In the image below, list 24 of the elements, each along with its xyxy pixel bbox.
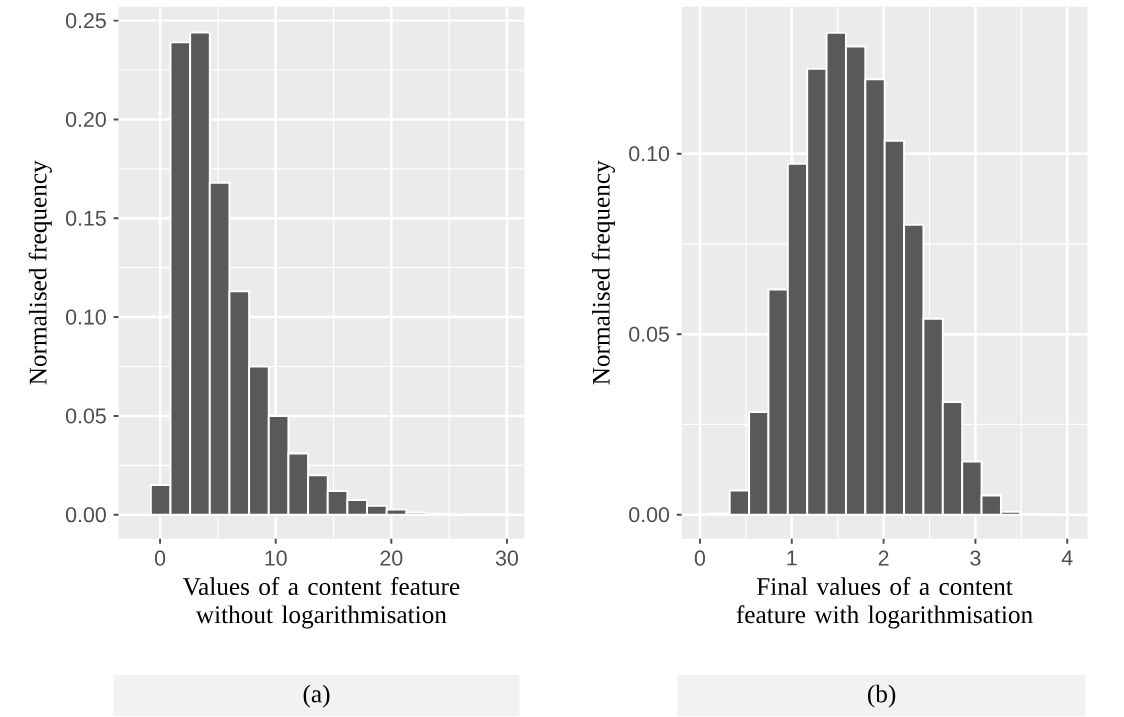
y-tick-label: 0.00: [65, 507, 106, 523]
x-axis-title: Values of a content feature without logarithmisation: [182, 577, 460, 629]
y-axis-title: Normalised frequency: [591, 160, 615, 385]
y-tick-label: 0.20: [65, 112, 106, 128]
y-tick-label: 0.10: [65, 309, 106, 325]
x-tick-label: 20: [380, 550, 403, 566]
y-tick-label: 0.25: [65, 13, 106, 29]
x-axis-title: Final values of a content feature with logarithmisation: [736, 577, 1033, 629]
text: (b): [867, 684, 896, 708]
y-axis-title: Normalised frequency: [28, 160, 52, 385]
y-tick-label: 0.05: [65, 408, 106, 424]
x-tick-label: 2: [878, 550, 889, 566]
x-tick-label: 4: [1061, 550, 1073, 566]
x-tick-label: 30: [495, 550, 518, 566]
y-tick-label: 0.10: [629, 146, 670, 162]
x-tick-label: 3: [970, 550, 981, 566]
y-tick-label: 0.00: [629, 507, 670, 523]
y-tick-label: 0.15: [65, 210, 106, 227]
x-tick-label: 10: [265, 550, 287, 566]
x-tick-label: 0: [154, 550, 166, 566]
y-tick-label: 0.05: [629, 326, 669, 342]
text: (a): [303, 684, 330, 708]
x-tick-label: 1: [787, 550, 797, 566]
x-tick-label: 0: [694, 550, 706, 566]
